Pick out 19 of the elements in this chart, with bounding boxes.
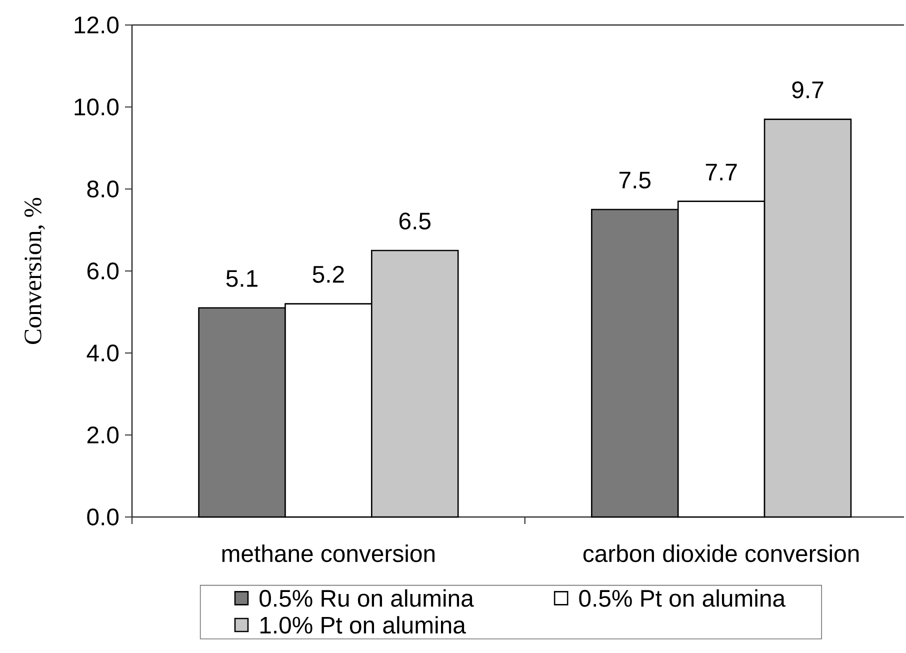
data-label: 5.1: [226, 270, 258, 287]
y-tick-label: 4.0: [86, 344, 119, 362]
y-tick-label: 6.0: [87, 262, 119, 280]
legend-label: 0.5% Pt on alumina: [579, 589, 786, 607]
data-label: 9.7: [792, 81, 824, 98]
x-tick-label: methane conversion: [222, 544, 434, 562]
legend-label: 1.0% Pt on alumina: [260, 616, 466, 634]
legend-label: 0.5% Ru on alumina: [260, 589, 474, 607]
data-label: 5.2: [312, 266, 344, 283]
x-tick-label: carbon dioxide conversion: [583, 544, 859, 562]
y-tick-label: 10.0: [74, 98, 119, 116]
data-label: 7.7: [706, 164, 737, 180]
data-label: 7.5: [619, 172, 651, 189]
y-tick-label: 0.0: [87, 508, 119, 526]
data-label: 6.5: [399, 212, 430, 230]
y-axis-title: Conversion, %: [24, 198, 45, 344]
y-tick-label: 8.0: [87, 180, 119, 198]
y-tick-label: 2.0: [87, 426, 119, 444]
y-tick-label: 12.0: [74, 16, 119, 34]
